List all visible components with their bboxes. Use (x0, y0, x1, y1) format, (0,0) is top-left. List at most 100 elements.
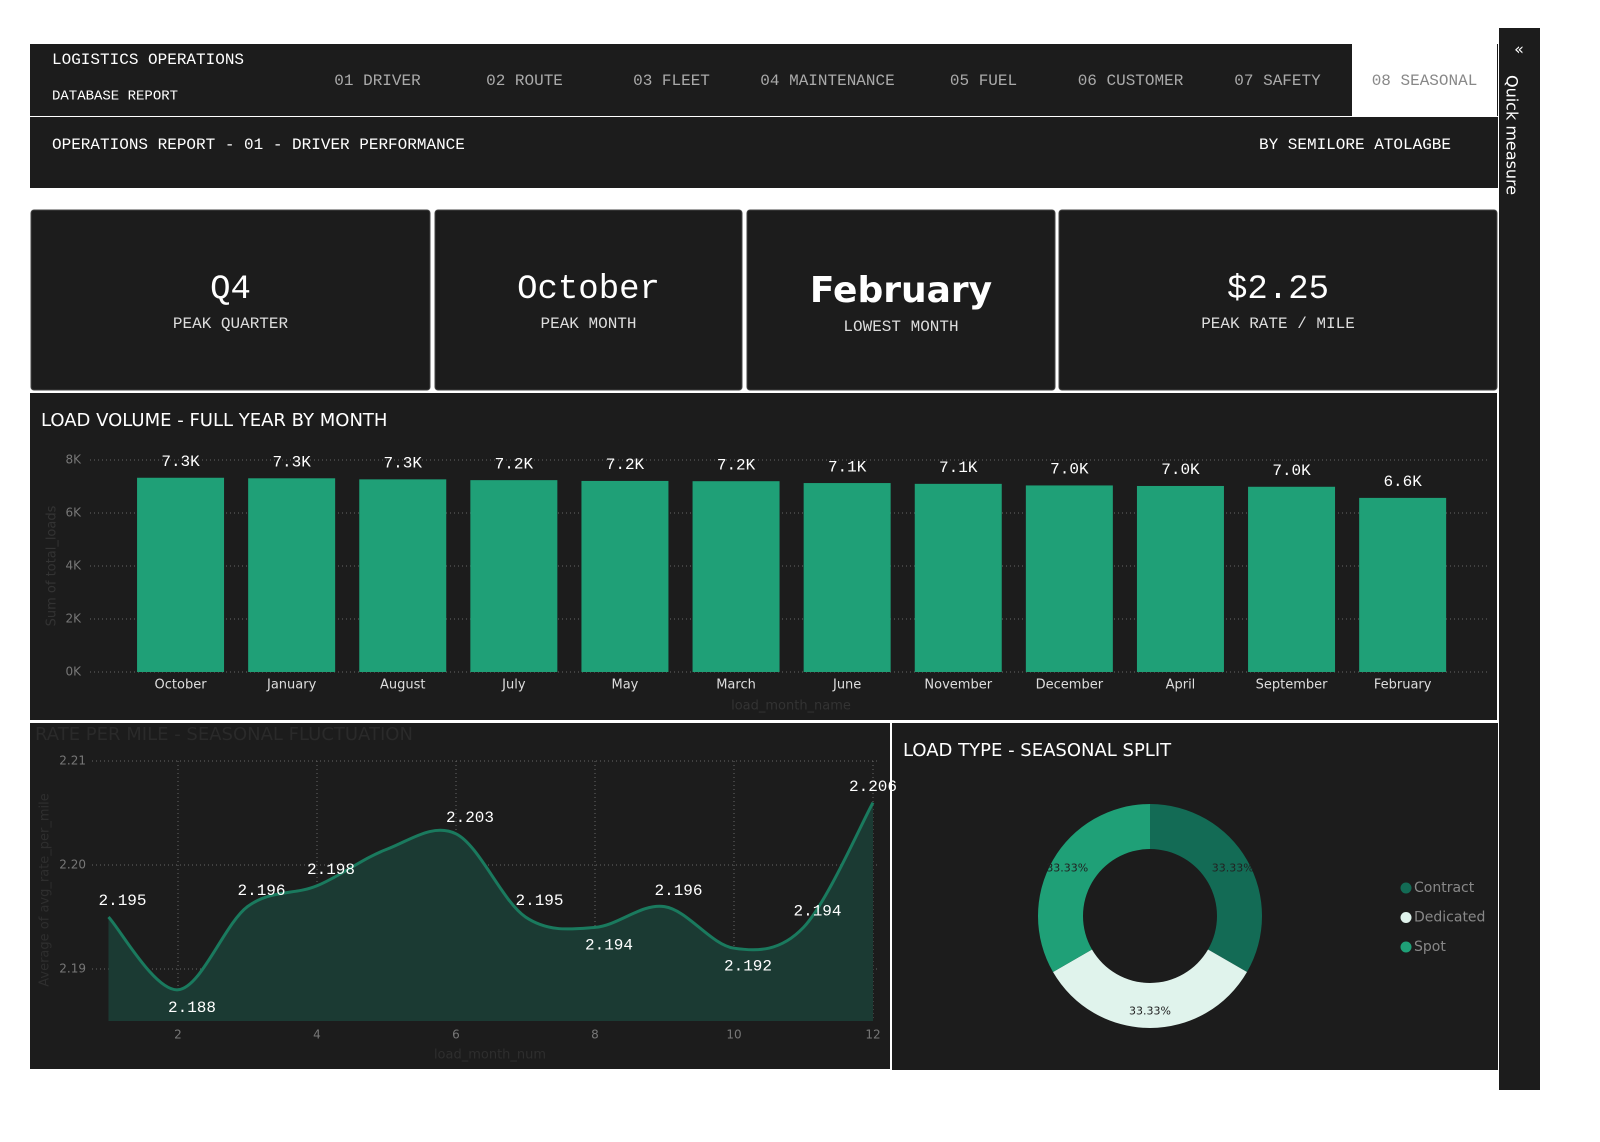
tab[interactable] (452, 44, 597, 116)
x-tick-label: February (1374, 678, 1432, 693)
bar (1248, 486, 1336, 672)
x-tick-label: October (155, 678, 208, 693)
tab-label[interactable]: 06 CUSTOMER (1078, 72, 1184, 90)
side-panel[interactable] (1499, 28, 1540, 1090)
y-tick-label: 2.21 (59, 754, 86, 768)
x-tick-label: November (924, 678, 992, 693)
chart-title: LOAD TYPE - SEASONAL SPLIT (903, 740, 1172, 761)
y-tick-label: 4K (65, 559, 82, 573)
data-label: 2.194 (793, 903, 841, 921)
tab-label[interactable]: 02 ROUTE (486, 72, 563, 90)
data-label: 6.6K (1383, 473, 1422, 491)
data-label: 7.2K (606, 456, 645, 474)
kpi-label: PEAK RATE / MILE (1201, 315, 1355, 333)
bar (470, 480, 558, 672)
area (108, 802, 873, 1021)
chart-title: RATE PER MILE - SEASONAL FLUCTUATION (35, 724, 413, 745)
tab-label[interactable]: 07 SAFETY (1234, 72, 1321, 90)
tab-label[interactable]: 01 DRIVER (334, 72, 421, 90)
tab[interactable] (911, 44, 1056, 116)
tab[interactable] (1205, 44, 1350, 116)
x-tick-label: 8 (591, 1028, 599, 1042)
pie-slice (1038, 804, 1150, 972)
kpi-value: Q4 (210, 271, 251, 309)
x-tick-label: 12 (865, 1028, 880, 1042)
x-tick-label: April (1166, 678, 1196, 693)
x-tick-label: December (1036, 678, 1104, 693)
legend-label: Dedicated (1414, 910, 1485, 926)
tab-label[interactable]: 08 SEASONAL (1372, 72, 1478, 90)
x-tick-label: August (380, 678, 426, 693)
data-label: 2.194 (585, 937, 633, 955)
y-tick-label: 2.19 (59, 962, 86, 976)
x-axis-title: load_month_name (731, 699, 851, 714)
app-title: LOGISTICS OPERATIONS (52, 51, 244, 69)
x-tick-label: March (716, 678, 756, 693)
tab-label[interactable]: 05 FUEL (950, 72, 1017, 90)
y-axis-title: Average of avg_rate_per_mile (38, 793, 53, 986)
tab[interactable] (1352, 44, 1497, 116)
kpi-card (434, 209, 743, 391)
pie-slice (1053, 949, 1247, 1029)
data-label: 7.3K (161, 453, 200, 471)
data-label: 7.3K (272, 454, 311, 472)
x-tick-label: May (612, 678, 639, 693)
chart-title: LOAD VOLUME - FULL YEAR BY MONTH (41, 410, 387, 431)
kpi-value: October (517, 271, 660, 309)
legend-label: Contract (1414, 880, 1475, 896)
kpi-card (1058, 209, 1498, 391)
tab-label[interactable]: 04 MAINTENANCE (760, 72, 894, 90)
kpi-value: $2.25 (1227, 271, 1329, 309)
report-bar (30, 117, 1498, 188)
data-label: 2.198 (307, 861, 355, 879)
bar (1359, 497, 1447, 672)
report-title: OPERATIONS REPORT - 01 - DRIVER PERFORMA… (52, 136, 465, 154)
x-tick-label: January (266, 678, 317, 693)
bar (248, 478, 336, 672)
y-tick-label: 2K (65, 612, 82, 626)
data-label: 7.2K (495, 455, 534, 473)
collapse-icon[interactable]: « (1514, 40, 1524, 59)
tab[interactable] (746, 44, 909, 116)
y-tick-label: 2.20 (59, 858, 86, 872)
data-label: 7.1K (828, 458, 867, 476)
kpi-card (30, 209, 431, 391)
x-tick-label: July (501, 678, 526, 693)
bar (803, 483, 891, 672)
data-label: 7.2K (717, 456, 756, 474)
y-tick-label: 0K (65, 665, 82, 679)
data-label: 7.3K (384, 455, 423, 473)
y-tick-label: 6K (65, 506, 82, 520)
bar (359, 479, 447, 672)
data-label: 7.0K (1161, 461, 1200, 479)
data-label: 2.196 (237, 882, 285, 900)
data-label: 7.1K (939, 459, 978, 477)
data-label: 33.33% (1129, 1005, 1171, 1018)
app-subtitle: DATABASE REPORT (52, 89, 178, 105)
pie-slice (1150, 804, 1263, 972)
kpi-label: PEAK MONTH (540, 315, 636, 333)
bar (1025, 485, 1113, 672)
x-axis-title: load_month_num (434, 1048, 546, 1063)
x-tick-label: 10 (726, 1028, 741, 1042)
tab[interactable] (599, 44, 744, 116)
bar (692, 481, 780, 672)
x-tick-label: 6 (452, 1028, 460, 1042)
legend-label: Spot (1414, 939, 1446, 955)
kpi-label: LOWEST MONTH (843, 318, 958, 336)
x-tick-label: September (1256, 678, 1329, 693)
tab-label[interactable]: 03 FLEET (633, 72, 710, 90)
tab[interactable] (1058, 44, 1203, 116)
kpi-value: February (810, 270, 992, 311)
data-label: 33.33% (1212, 861, 1254, 874)
data-label: 33.33% (1046, 861, 1088, 874)
kpi-card (746, 209, 1056, 391)
tab[interactable] (305, 44, 450, 116)
author: BY SEMILORE ATOLAGBE (1259, 136, 1451, 154)
line (107, 801, 875, 992)
data-label: 2.203 (446, 809, 494, 827)
kpi-label: PEAK QUARTER (173, 315, 289, 333)
data-label: 7.0K (1272, 462, 1311, 480)
y-axis-title: Sum of total_loads (45, 505, 60, 626)
